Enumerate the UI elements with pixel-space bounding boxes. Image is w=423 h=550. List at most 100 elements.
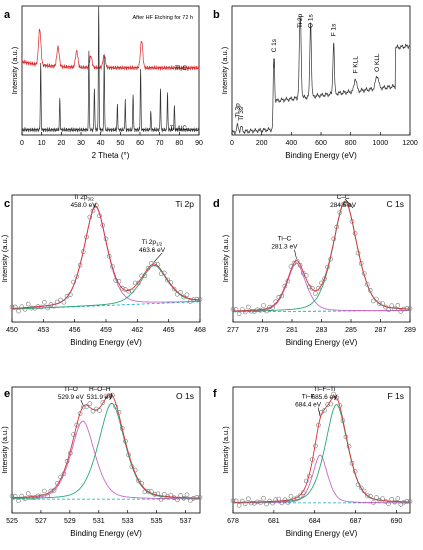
data-point	[87, 401, 93, 407]
data-point	[374, 296, 379, 302]
data-point	[171, 495, 177, 501]
data-point	[139, 273, 144, 279]
data-point	[145, 265, 151, 271]
y-axis-label: Intensity (a.u.)	[0, 426, 9, 474]
data-point	[258, 307, 263, 313]
data-point	[191, 297, 196, 303]
data-point	[171, 286, 177, 292]
data-point	[35, 304, 41, 309]
data-point	[77, 411, 83, 416]
data-point	[288, 264, 294, 269]
xrd-series-0	[21, 28, 200, 71]
x-axis-label: Binding Energy (eV)	[285, 151, 357, 160]
x-tick-label: 279	[257, 327, 269, 334]
y-axis-label: Intensity (a.u.)	[10, 46, 19, 94]
data-point	[261, 303, 266, 308]
data-point	[383, 499, 388, 504]
data-point	[361, 271, 367, 276]
data-point	[401, 306, 407, 312]
panel-title: C 1s	[387, 199, 404, 209]
data-point	[123, 438, 128, 444]
data-point	[303, 478, 309, 484]
peak-arrow-0	[80, 399, 84, 405]
x-axis-label: Binding Energy (eV)	[70, 338, 142, 347]
data-point	[340, 202, 346, 207]
data-point	[90, 408, 96, 414]
peak-name-0: Ti–C	[278, 236, 292, 243]
data-point	[162, 270, 167, 276]
peak-energy-0: 529.9 eV	[58, 394, 85, 401]
data-point	[313, 291, 318, 296]
data-point	[94, 203, 99, 208]
data-point	[149, 489, 154, 494]
data-point	[401, 499, 407, 505]
x-tick-label: 690	[391, 518, 403, 525]
data-point	[106, 253, 112, 259]
data-point	[87, 214, 93, 220]
data-point	[404, 499, 410, 504]
data-point	[340, 418, 346, 423]
data-point	[261, 495, 266, 501]
x-tick-label: 453	[37, 327, 49, 334]
x-tick-label: 289	[404, 327, 416, 334]
data-point	[158, 271, 164, 277]
x-tick-label: 283	[316, 327, 328, 334]
x-tick-label: 600	[315, 140, 327, 147]
data-point	[282, 497, 288, 503]
data-point	[68, 450, 73, 456]
x-axis-label: Binding Energy (eV)	[70, 529, 142, 538]
data-point	[264, 501, 269, 507]
data-point	[255, 307, 260, 313]
data-point	[45, 305, 51, 311]
fit-envelope	[11, 205, 200, 309]
data-point	[178, 290, 183, 295]
data-point	[395, 303, 401, 308]
data-point	[358, 485, 364, 491]
data-point	[16, 498, 21, 503]
data-point	[110, 392, 115, 398]
data-point	[116, 278, 122, 284]
data-point	[61, 471, 67, 477]
data-point	[380, 496, 385, 502]
data-point	[337, 403, 343, 408]
data-point	[374, 495, 379, 500]
data-point	[97, 408, 102, 413]
peak-energy-1: 531.9 eV	[87, 394, 114, 401]
data-point	[364, 493, 370, 498]
peak-energy-0: 458.0 eV	[71, 202, 98, 209]
x-tick-label: 531	[93, 518, 105, 525]
peak-name-sub-0: 3/2	[88, 197, 95, 202]
annotation-ti3alc2: Ti₃AlC₂	[170, 126, 190, 132]
peak-name-0: Ti–F	[302, 393, 315, 400]
data-point	[267, 304, 272, 310]
peak-arrow-0	[93, 203, 96, 209]
data-point	[319, 280, 324, 286]
data-point	[313, 443, 318, 449]
data-point	[358, 261, 364, 266]
x-axis-label: 2 Theta (°)	[92, 151, 130, 160]
data-point	[303, 273, 309, 278]
data-point	[300, 490, 306, 495]
peak-name-1: H–O–H	[89, 386, 111, 393]
data-point	[371, 298, 376, 304]
data-point	[103, 393, 109, 399]
plot-frame	[232, 386, 411, 514]
data-point	[407, 499, 413, 504]
panel-c: 450 453 456 459 462 465 468 Binding Energy (eV)…	[0, 194, 206, 347]
data-point	[407, 306, 413, 311]
x-tick-label: 1200	[402, 140, 418, 147]
peak-label-ti-2p: Ti 2p	[297, 13, 304, 28]
data-point	[331, 391, 337, 397]
data-point	[389, 303, 395, 309]
panel-d: 277 279 281 283 285 287 289 Binding Energy (eV)…	[213, 194, 416, 347]
data-point	[361, 488, 367, 494]
peak-name-sub-1: 1/2	[156, 242, 163, 247]
data-point	[155, 262, 161, 267]
data-point	[325, 402, 330, 407]
x-tick-label: 90	[195, 140, 203, 147]
panel-letter: e	[4, 388, 10, 400]
annotation-ti3c2: Ti₃C₂	[175, 66, 190, 72]
data-point	[197, 297, 203, 302]
peak-energy-1: 685.6 eV	[311, 394, 338, 401]
